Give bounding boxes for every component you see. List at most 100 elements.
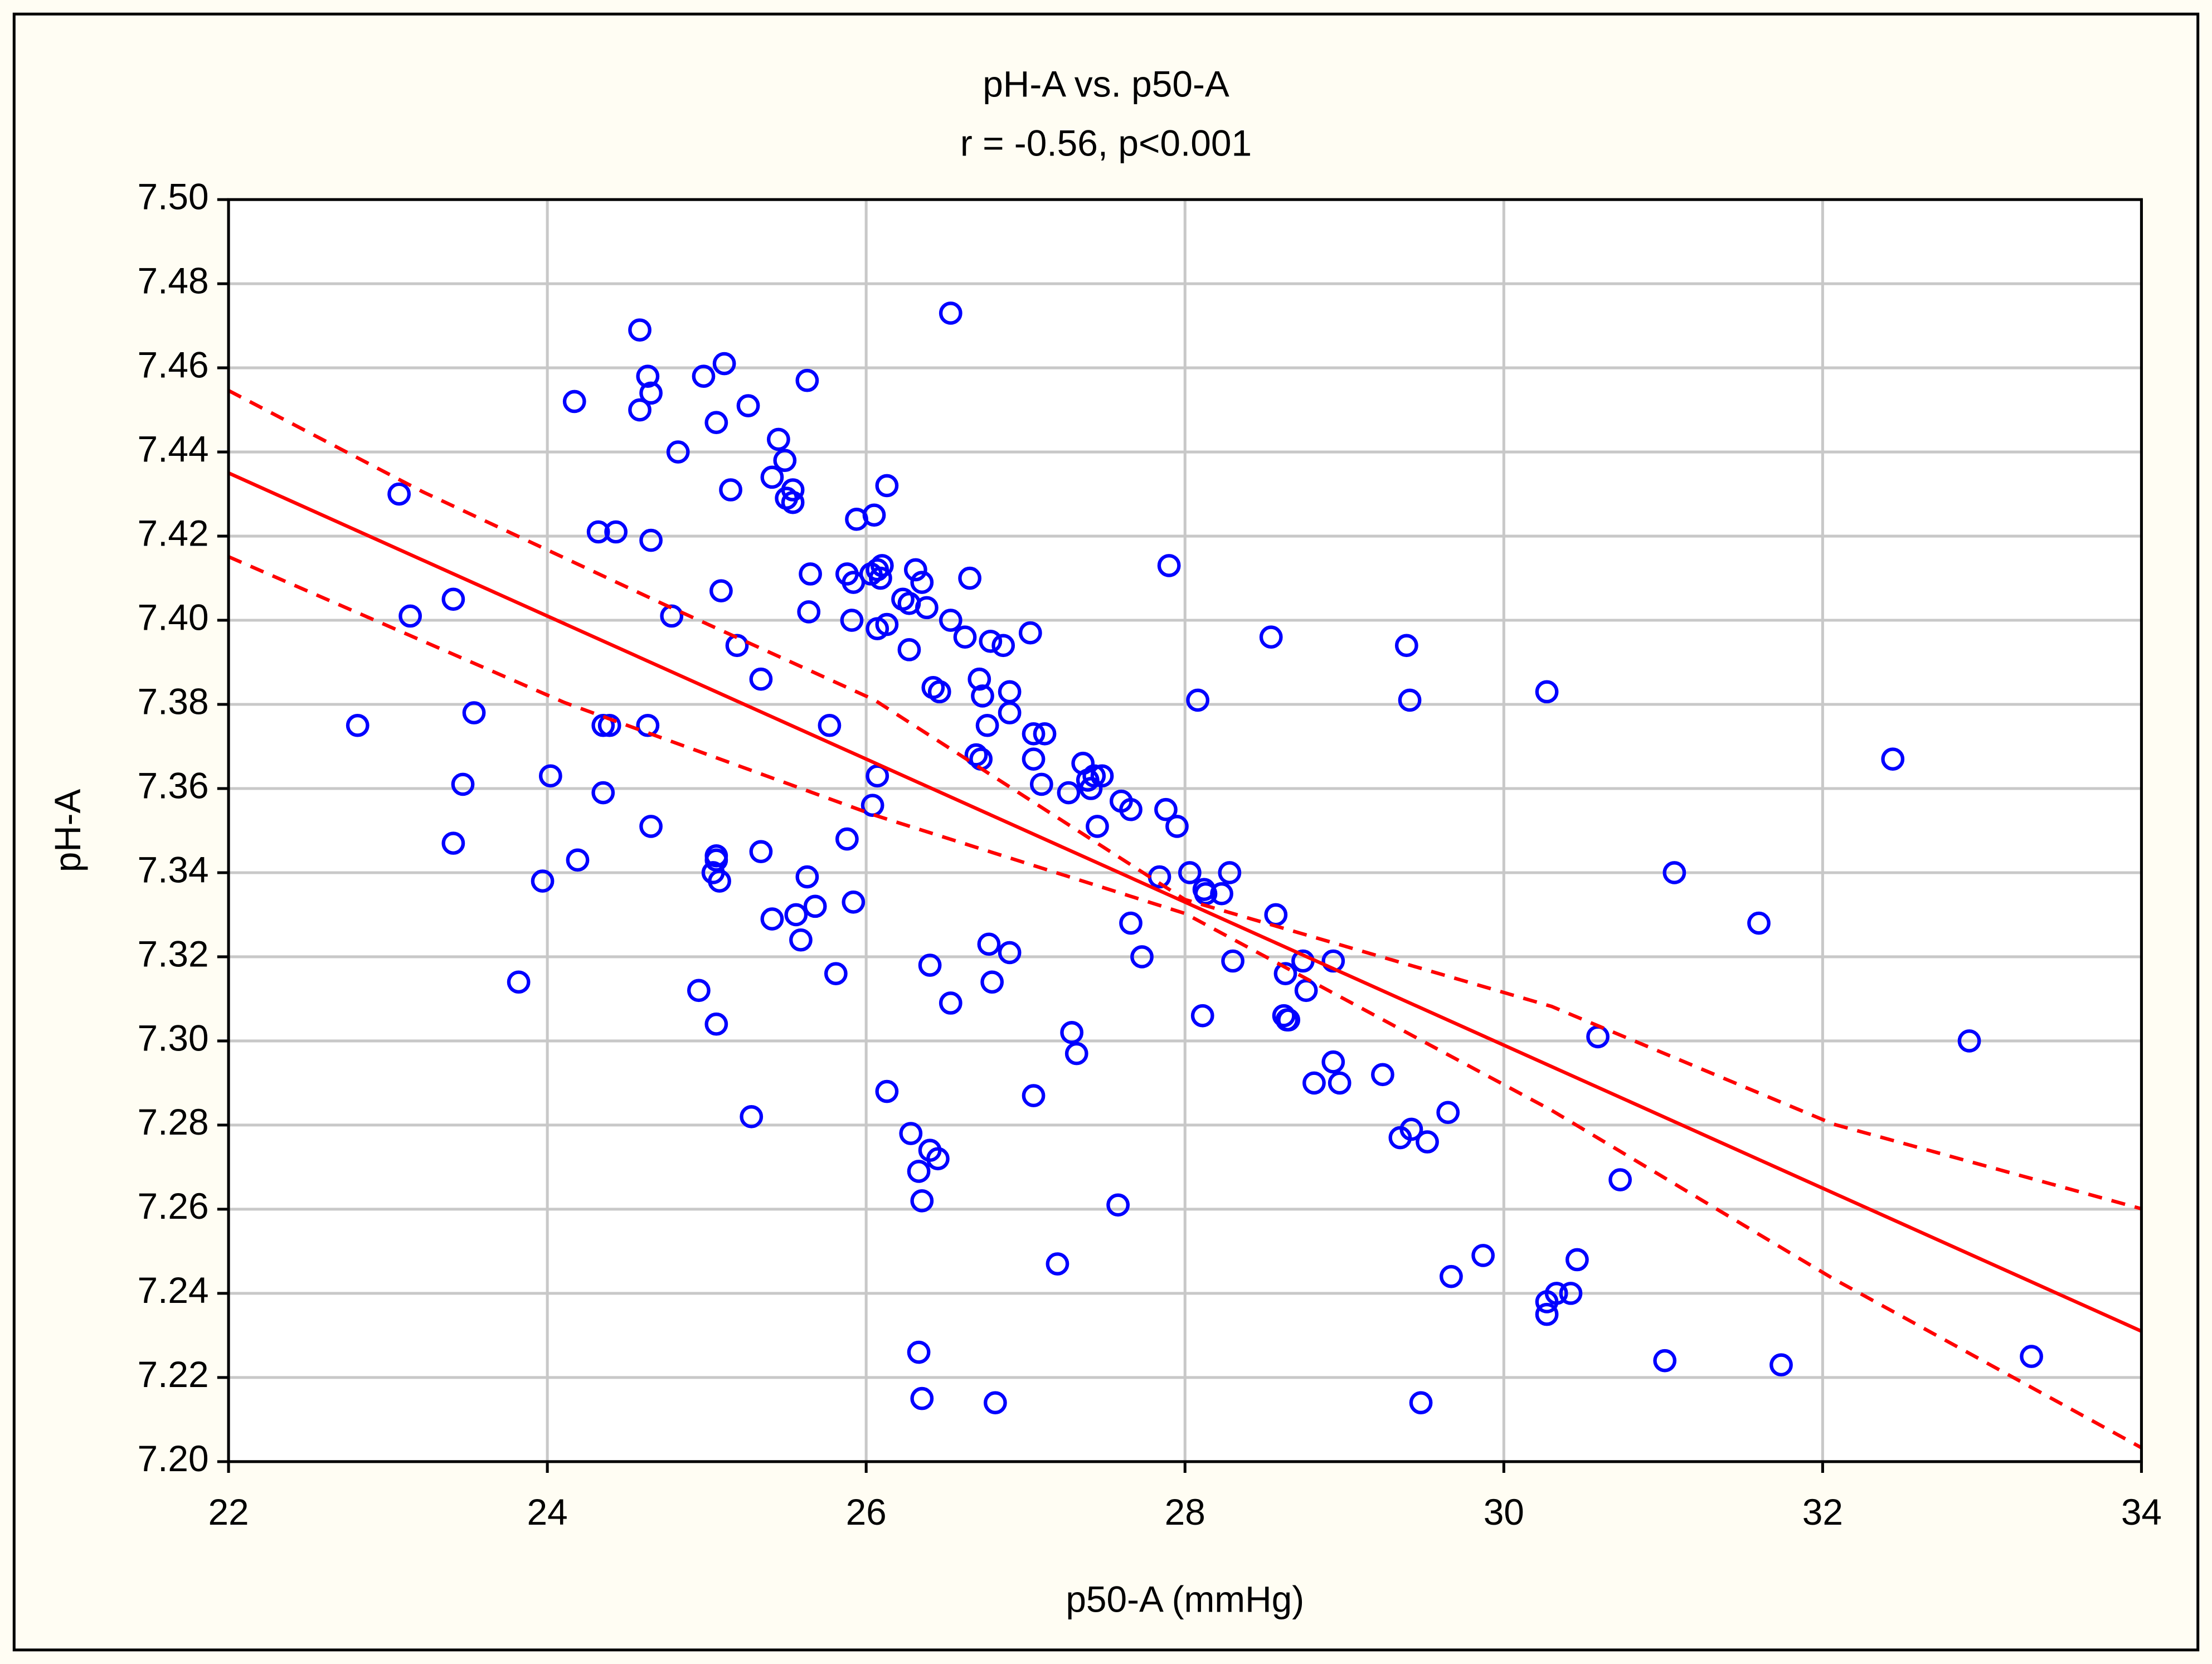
y-tick-label: 7.50 [138, 177, 209, 217]
data-point [687, 979, 711, 1003]
data-point [1022, 1084, 1046, 1107]
data-point [1559, 1282, 1583, 1305]
data-point [692, 364, 716, 388]
data-point [781, 478, 805, 502]
data-point [1440, 1264, 1463, 1288]
data-point [903, 558, 927, 582]
data-point [773, 449, 797, 472]
data-point [977, 932, 1001, 956]
data-point [704, 1012, 728, 1036]
data-point [1321, 1050, 1345, 1074]
data-point [636, 364, 660, 388]
data-point [861, 794, 884, 817]
data-point [907, 1340, 931, 1364]
data-point [604, 520, 628, 544]
data-point [441, 587, 465, 611]
data-point [704, 844, 728, 868]
chart-subtitle: r = -0.56, p<0.001 [960, 123, 1252, 164]
x-tick-label: 24 [527, 1492, 568, 1532]
y-tick-label: 7.40 [138, 597, 209, 638]
data-point [1608, 1168, 1632, 1191]
data-point [875, 1079, 899, 1103]
data-point [1273, 962, 1297, 985]
data-point [910, 1386, 934, 1410]
data-point [2020, 1345, 2043, 1368]
data-point [1294, 979, 1318, 1003]
data-point [789, 928, 813, 952]
y-tick-label: 7.36 [138, 765, 209, 806]
data-point [840, 609, 864, 632]
regression-line [227, 471, 2142, 1333]
data-point [639, 528, 663, 552]
data-point [1544, 1282, 1568, 1305]
y-tick-label: 7.30 [138, 1018, 209, 1058]
y-tick-label: 7.42 [138, 513, 209, 553]
data-point [958, 566, 981, 590]
y-tick-label: 7.44 [138, 429, 209, 469]
data-point [1436, 1101, 1460, 1125]
y-tick-label: 7.46 [138, 345, 209, 386]
data-point [628, 398, 652, 422]
data-point [1881, 747, 1905, 771]
y-tick-label: 7.22 [138, 1354, 209, 1395]
data-point [507, 970, 531, 994]
x-tick-label: 34 [2121, 1492, 2162, 1532]
data-point [749, 840, 773, 864]
data-point [591, 713, 615, 737]
data-point [915, 596, 939, 620]
data-point [784, 903, 808, 927]
data-point [907, 1160, 931, 1183]
y-axis-label: pH-A [47, 789, 88, 873]
data-point [1090, 764, 1114, 788]
data-point [971, 684, 994, 708]
data-point [1272, 1004, 1296, 1028]
data-point [803, 894, 827, 918]
data-point [1130, 945, 1154, 969]
y-tick-label: 7.34 [138, 849, 209, 890]
data-point [760, 907, 784, 931]
data-point [740, 1105, 764, 1128]
data-point [1064, 1042, 1088, 1065]
data-point [1157, 554, 1181, 577]
data-point [998, 701, 1022, 724]
data-point [926, 1147, 950, 1171]
data-point [1218, 861, 1242, 884]
data-point [1221, 949, 1244, 973]
data-point [1398, 688, 1422, 712]
x-tick-label: 28 [1165, 1492, 1205, 1532]
data-point [870, 554, 894, 577]
data-point [639, 815, 663, 838]
data-point [1409, 1391, 1433, 1414]
data-point [1046, 1252, 1069, 1276]
data-point [709, 579, 733, 602]
data-point [797, 600, 821, 624]
data-point [451, 772, 475, 796]
data-point [749, 667, 773, 691]
data-point [862, 503, 886, 527]
data-point [1022, 747, 1046, 771]
data-point [1022, 722, 1046, 746]
chart-title: pH-A vs. p50-A [983, 64, 1229, 105]
data-point [983, 1391, 1007, 1414]
data-point [1194, 882, 1218, 906]
y-tick-label: 7.24 [138, 1270, 209, 1311]
data-point [910, 571, 934, 594]
data-point [1033, 722, 1057, 746]
data-point [1165, 815, 1189, 838]
data-point [704, 411, 728, 435]
data-point [835, 827, 859, 851]
data-point [1106, 1193, 1130, 1217]
y-tick-label: 7.32 [138, 933, 209, 974]
data-point [462, 701, 486, 724]
data-point [736, 394, 760, 417]
data-point [1119, 797, 1143, 821]
data-point [1082, 764, 1106, 788]
data-point [628, 318, 652, 342]
data-point [991, 634, 1015, 658]
data-point [760, 465, 784, 489]
data-point [781, 490, 805, 514]
data-point [1060, 1021, 1084, 1044]
data-point [1957, 1029, 1981, 1053]
data-point [1277, 1008, 1301, 1032]
